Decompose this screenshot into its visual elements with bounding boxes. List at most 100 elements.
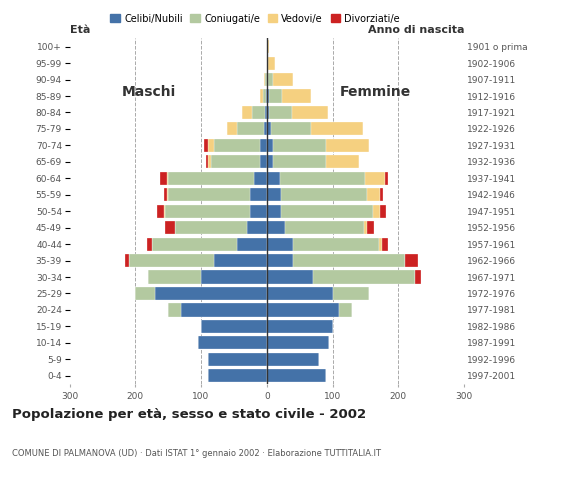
Bar: [382, 238, 389, 251]
Bar: [266, 89, 267, 103]
Bar: [168, 172, 253, 185]
Bar: [157, 204, 164, 218]
Bar: [267, 270, 313, 284]
Bar: [260, 139, 267, 152]
Bar: [252, 106, 265, 119]
Bar: [263, 89, 266, 103]
Bar: [273, 139, 326, 152]
Bar: [405, 254, 418, 267]
Bar: [237, 238, 267, 251]
Bar: [271, 122, 311, 135]
Bar: [415, 270, 421, 284]
Bar: [267, 369, 326, 383]
Bar: [168, 188, 251, 201]
Bar: [263, 122, 267, 135]
Bar: [380, 188, 383, 201]
Bar: [293, 238, 379, 251]
Bar: [374, 204, 380, 218]
Bar: [267, 172, 280, 185]
Bar: [242, 106, 252, 119]
Bar: [206, 155, 208, 168]
Text: Maschi: Maschi: [122, 85, 176, 99]
Bar: [267, 353, 320, 366]
Bar: [208, 353, 267, 366]
Bar: [214, 254, 267, 267]
Bar: [267, 336, 329, 349]
Text: Età: Età: [70, 25, 90, 35]
Bar: [267, 320, 332, 333]
Bar: [167, 188, 168, 201]
Bar: [267, 57, 268, 70]
Bar: [268, 57, 275, 70]
Bar: [267, 40, 269, 53]
Bar: [332, 287, 369, 300]
Bar: [292, 106, 328, 119]
Bar: [167, 172, 168, 185]
Bar: [135, 287, 155, 300]
Bar: [281, 204, 374, 218]
Bar: [379, 238, 382, 251]
Bar: [267, 303, 339, 316]
Bar: [208, 155, 211, 168]
Bar: [313, 270, 415, 284]
Bar: [160, 172, 167, 185]
Bar: [267, 221, 285, 234]
Bar: [201, 270, 267, 284]
Bar: [214, 139, 260, 152]
Bar: [164, 204, 165, 218]
Bar: [168, 303, 182, 316]
Bar: [237, 122, 263, 135]
Bar: [269, 106, 292, 119]
Bar: [280, 172, 365, 185]
Bar: [165, 221, 175, 234]
Bar: [267, 139, 273, 152]
Bar: [211, 155, 260, 168]
Bar: [273, 73, 293, 86]
Bar: [152, 238, 237, 251]
Bar: [326, 155, 359, 168]
Bar: [267, 188, 281, 201]
Bar: [273, 155, 326, 168]
Bar: [367, 188, 380, 201]
Bar: [164, 188, 167, 201]
Bar: [155, 287, 267, 300]
Bar: [367, 221, 374, 234]
Bar: [285, 221, 364, 234]
Bar: [253, 172, 267, 185]
Bar: [267, 238, 293, 251]
Bar: [165, 204, 251, 218]
Bar: [208, 369, 267, 383]
Bar: [175, 221, 247, 234]
Bar: [129, 254, 214, 267]
Bar: [268, 73, 273, 86]
Bar: [311, 122, 364, 135]
Bar: [247, 221, 267, 234]
Bar: [251, 204, 267, 218]
Bar: [326, 139, 369, 152]
Bar: [260, 89, 263, 103]
Bar: [293, 254, 405, 267]
Bar: [201, 320, 267, 333]
Bar: [380, 204, 386, 218]
Bar: [267, 254, 293, 267]
Bar: [227, 122, 237, 135]
Bar: [198, 336, 267, 349]
Text: Popolazione per età, sesso e stato civile - 2002: Popolazione per età, sesso e stato civil…: [12, 408, 366, 420]
Bar: [147, 238, 152, 251]
Text: COMUNE DI PALMANOVA (UD) · Dati ISTAT 1° gennaio 2002 · Elaborazione TUTTITALIA.: COMUNE DI PALMANOVA (UD) · Dati ISTAT 1°…: [12, 449, 380, 458]
Bar: [251, 188, 267, 201]
Bar: [267, 122, 271, 135]
Bar: [267, 89, 269, 103]
Text: Femmine: Femmine: [340, 85, 411, 99]
Bar: [365, 172, 385, 185]
Bar: [339, 303, 352, 316]
Bar: [265, 106, 267, 119]
Bar: [282, 89, 311, 103]
Bar: [281, 188, 367, 201]
Legend: Celibi/Nubili, Coniugati/e, Vedovi/e, Divorziati/e: Celibi/Nubili, Coniugati/e, Vedovi/e, Di…: [107, 10, 404, 27]
Bar: [260, 155, 267, 168]
Bar: [364, 221, 367, 234]
Bar: [208, 139, 214, 152]
Bar: [266, 73, 267, 86]
Bar: [264, 73, 266, 86]
